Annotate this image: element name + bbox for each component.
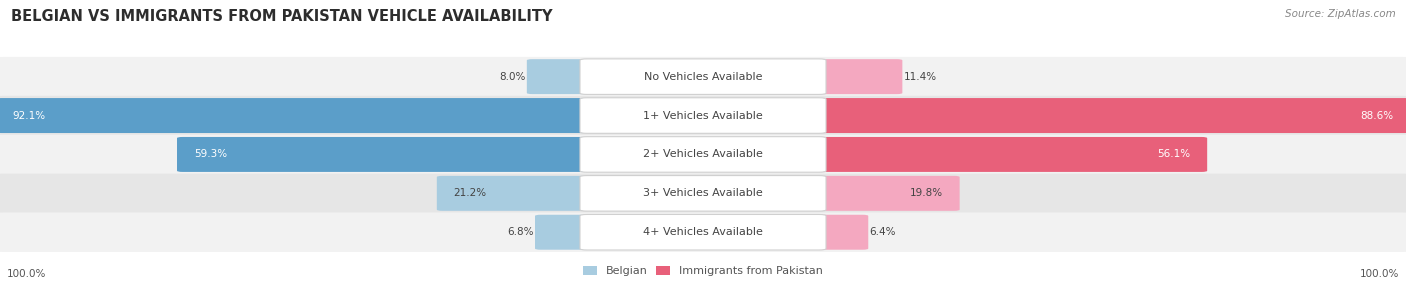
FancyBboxPatch shape [813,59,903,94]
FancyBboxPatch shape [0,57,1406,96]
Text: 59.3%: 59.3% [194,150,226,159]
Text: 100.0%: 100.0% [1360,269,1399,279]
Text: 92.1%: 92.1% [13,111,46,120]
FancyBboxPatch shape [0,212,1406,252]
Text: 88.6%: 88.6% [1360,111,1393,120]
Legend: Belgian, Immigrants from Pakistan: Belgian, Immigrants from Pakistan [579,261,827,281]
Text: 8.0%: 8.0% [499,72,526,82]
FancyBboxPatch shape [813,176,960,211]
FancyBboxPatch shape [813,98,1406,133]
Text: 100.0%: 100.0% [7,269,46,279]
Text: 11.4%: 11.4% [904,72,936,82]
Text: 21.2%: 21.2% [454,188,486,198]
FancyBboxPatch shape [0,98,593,133]
Text: 6.4%: 6.4% [870,227,896,237]
FancyBboxPatch shape [177,137,593,172]
FancyBboxPatch shape [0,96,1406,135]
Text: 4+ Vehicles Available: 4+ Vehicles Available [643,227,763,237]
FancyBboxPatch shape [581,59,827,94]
FancyBboxPatch shape [581,176,827,211]
Text: 3+ Vehicles Available: 3+ Vehicles Available [643,188,763,198]
Text: Source: ZipAtlas.com: Source: ZipAtlas.com [1285,9,1396,19]
FancyBboxPatch shape [536,215,593,250]
FancyBboxPatch shape [813,137,1208,172]
Text: 2+ Vehicles Available: 2+ Vehicles Available [643,150,763,159]
Text: 1+ Vehicles Available: 1+ Vehicles Available [643,111,763,120]
Text: BELGIAN VS IMMIGRANTS FROM PAKISTAN VEHICLE AVAILABILITY: BELGIAN VS IMMIGRANTS FROM PAKISTAN VEHI… [11,9,553,23]
FancyBboxPatch shape [581,137,827,172]
FancyBboxPatch shape [437,176,593,211]
Text: 56.1%: 56.1% [1157,150,1191,159]
Text: 19.8%: 19.8% [910,188,943,198]
FancyBboxPatch shape [527,59,593,94]
Text: No Vehicles Available: No Vehicles Available [644,72,762,82]
FancyBboxPatch shape [581,98,827,133]
Text: 6.8%: 6.8% [508,227,534,237]
FancyBboxPatch shape [581,214,827,250]
FancyBboxPatch shape [0,174,1406,213]
FancyBboxPatch shape [813,215,869,250]
FancyBboxPatch shape [0,135,1406,174]
